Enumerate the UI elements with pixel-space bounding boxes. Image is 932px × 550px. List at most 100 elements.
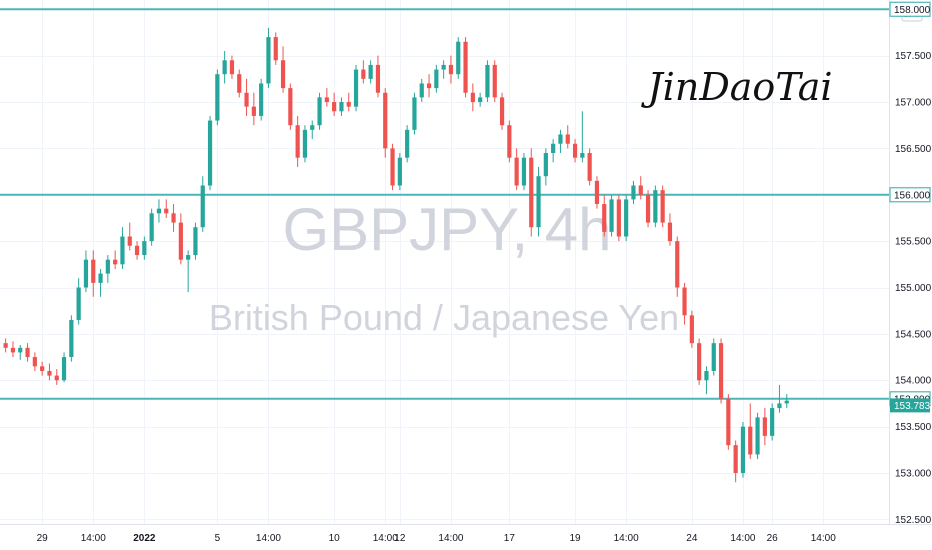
candle-body-down	[346, 102, 351, 107]
candle-body-down	[697, 343, 702, 381]
time-tick-label: 17	[504, 533, 516, 544]
candle-body-up	[653, 190, 658, 223]
candle-body-down	[733, 445, 738, 473]
candle-body-up	[536, 176, 541, 228]
candle-body-up	[266, 37, 271, 84]
price-tick-label: 156.500	[895, 144, 932, 155]
candle-body-up	[207, 120, 213, 186]
candle-body-down	[682, 287, 687, 316]
price-level-tag-label: 158.000	[894, 5, 931, 16]
candle-body-down	[507, 125, 512, 158]
candle-body-down	[3, 343, 8, 348]
candle-body-up	[353, 69, 359, 107]
candle-body-down	[645, 194, 651, 223]
candle-body-down	[675, 241, 680, 288]
price-tick-label: 155.500	[895, 237, 932, 248]
candle-body-up	[69, 319, 74, 358]
time-tick-label: 10	[329, 533, 341, 544]
time-tick-label: 14:00	[811, 533, 836, 544]
candle-body-up	[412, 97, 417, 130]
candle-body-down	[295, 125, 300, 158]
candle-body-down	[134, 245, 140, 256]
candle-body-up	[156, 208, 162, 214]
candle-body-up	[142, 241, 147, 256]
candle-body-down	[54, 375, 59, 381]
candle-body-down	[463, 41, 468, 93]
candle-body-up	[711, 343, 716, 371]
candle-body-down	[689, 315, 694, 344]
watermark-description: British Pound / Japanese Yen	[209, 297, 679, 338]
candle-body-down	[426, 83, 432, 89]
current-price-label: 153.783	[894, 401, 931, 412]
candle-body-down	[25, 347, 30, 358]
candle-body-up	[18, 347, 23, 353]
time-tick-label: 19	[569, 533, 581, 544]
candle-body-down	[251, 106, 256, 116]
candle-body-down	[244, 92, 249, 107]
candle-body-up	[83, 259, 89, 288]
candle-body-up	[456, 41, 461, 75]
candles	[3, 27, 789, 483]
price-tick-label: 154.500	[895, 329, 932, 340]
candle-body-up	[441, 64, 446, 70]
candle-body-down	[660, 190, 665, 223]
price-tick-label: 154.000	[895, 376, 932, 387]
candle-body-up	[368, 64, 373, 79]
candle-body-up	[770, 408, 775, 436]
candle-body-up	[434, 69, 439, 89]
candle-body-down	[273, 37, 278, 61]
candle-body-down	[332, 102, 337, 112]
candle-body-up	[98, 273, 103, 283]
candle-body-up	[704, 370, 709, 381]
candle-body-up	[61, 357, 67, 381]
time-tick-label: 2022	[133, 533, 156, 544]
candle-body-down	[616, 199, 621, 237]
candle-body-up	[624, 199, 629, 237]
time-tick-label: 26	[767, 533, 779, 544]
candle-body-up	[551, 143, 556, 154]
candle-body-down	[470, 92, 475, 103]
candle-body-up	[317, 97, 322, 126]
time-tick-label: 14:00	[438, 533, 463, 544]
price-tick-label: 152.500	[895, 515, 932, 526]
candle-body-down	[748, 426, 753, 455]
candle-body-up	[193, 227, 198, 256]
candle-body-up	[76, 287, 81, 320]
candle-body-up	[755, 417, 760, 455]
price-axis[interactable]: JPY 152.500153.000153.500154.000154.5001…	[0, 0, 932, 526]
price-level-tag[interactable]	[889, 1, 931, 17]
candle-body-up	[740, 426, 746, 473]
time-tick-label: 14:00	[256, 533, 281, 544]
candle-body-down	[10, 347, 16, 353]
candle-body-up	[521, 157, 527, 186]
candle-body-down	[565, 134, 570, 144]
candle-body-up	[609, 199, 614, 232]
candle-body-up	[777, 403, 782, 409]
price-tick-label: 157.500	[895, 51, 932, 62]
time-tick-label: 14:00	[614, 533, 639, 544]
price-tick-label: 153.000	[895, 468, 932, 479]
candle-body-up	[302, 129, 308, 158]
horizontal-lines[interactable]	[0, 8, 889, 400]
candle-body-down	[448, 64, 454, 75]
price-level-tag[interactable]	[889, 187, 931, 203]
candle-body-up	[580, 153, 585, 158]
time-tick-label: 14:00	[81, 533, 106, 544]
current-price-tag[interactable]	[890, 398, 930, 413]
watermark-symbol: GBPJPY, 4h	[282, 196, 611, 263]
time-tick-label: 29	[37, 533, 49, 544]
candle-body-down	[40, 366, 45, 371]
time-tick-label: 14:00	[373, 533, 398, 544]
price-tick-label: 153.500	[895, 422, 932, 433]
candle-body-down	[499, 97, 505, 126]
time-tick-label: 12	[394, 533, 406, 544]
time-tick-label: 14:00	[730, 533, 755, 544]
candle-body-down	[718, 343, 724, 399]
candle-body-up	[215, 74, 220, 121]
candle-body-down	[667, 222, 673, 242]
candle-body-up	[200, 185, 205, 228]
candle-body-down	[572, 143, 578, 158]
